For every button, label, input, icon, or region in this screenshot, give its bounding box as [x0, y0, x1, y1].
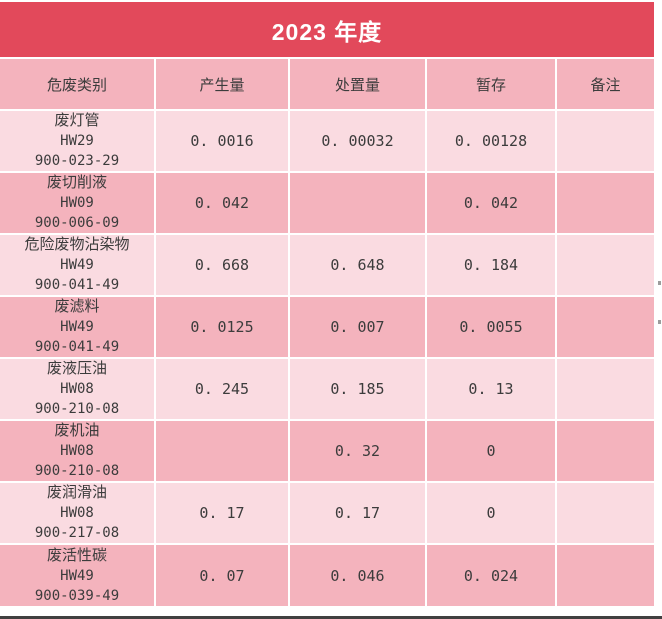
waste-hw-code: HW29 [60, 133, 94, 149]
stored-value: 0 [427, 421, 557, 483]
disposed-value: 0. 32 [290, 421, 427, 483]
stored-value: 0. 13 [427, 359, 557, 421]
stored-value: 0. 042 [427, 173, 557, 235]
waste-hw-code: HW49 [60, 257, 94, 273]
stored-value: 0. 184 [427, 235, 557, 297]
remark-cell [557, 235, 657, 297]
column-header-produced: 产生量 [156, 59, 290, 111]
waste-code: 900-217-08 [34, 525, 120, 541]
produced-value: 0. 0016 [156, 111, 290, 173]
bottom-rule [0, 616, 662, 619]
table-row: 废灯管 HW29 900-023-29 0. 0016 0. 00032 0. … [0, 111, 657, 173]
table-row: 废润滑油 HW08 900-217-08 0. 17 0. 17 0 [0, 483, 657, 545]
waste-name: 废液压油 [46, 360, 107, 377]
waste-name: 废活性碳 [46, 546, 107, 564]
waste-category-cell: 危险废物沾染物 HW49 900-041-49 [0, 235, 156, 297]
waste-category-cell: 废活性碳 HW49 900-039-49 [0, 545, 156, 606]
produced-value: 0. 245 [156, 359, 290, 421]
waste-category-cell: 废润滑油 HW08 900-217-08 [0, 483, 156, 545]
waste-code: 900-039-49 [34, 587, 120, 604]
waste-table: 2023 年度 危废类别 产生量 处置量 暂存 备注 废灯管 HW29 900-… [0, 2, 657, 606]
remark-cell [557, 421, 657, 483]
waste-hw-code: HW09 [60, 195, 94, 211]
waste-hw-code: HW08 [60, 443, 94, 459]
waste-code: 900-041-49 [34, 339, 120, 355]
waste-hw-code: HW08 [60, 381, 94, 397]
stored-value: 0. 00128 [427, 111, 557, 173]
disposed-value: 0. 17 [290, 483, 427, 545]
disposed-value: 0. 185 [290, 359, 427, 421]
waste-table-container: 2023 年度 危废类别 产生量 处置量 暂存 备注 废灯管 HW29 900-… [0, 2, 657, 606]
waste-name: 危险废物沾染物 [24, 236, 130, 253]
edge-mark [658, 320, 661, 324]
column-header-stored: 暂存 [427, 59, 557, 111]
disposed-value: 0. 007 [290, 297, 427, 359]
remark-cell [557, 359, 657, 421]
column-header-remark: 备注 [557, 59, 657, 111]
disposed-value: 0. 648 [290, 235, 427, 297]
waste-name: 废机油 [54, 422, 100, 439]
waste-category-cell: 废切削液 HW09 900-006-09 [0, 173, 156, 235]
remark-cell [557, 483, 657, 545]
table-row: 废液压油 HW08 900-210-08 0. 245 0. 185 0. 13 [0, 359, 657, 421]
table-row: 废滤料 HW49 900-041-49 0. 0125 0. 007 0. 00… [0, 297, 657, 359]
table-header-row: 危废类别 产生量 处置量 暂存 备注 [0, 59, 657, 111]
produced-value: 0. 042 [156, 173, 290, 235]
stored-value: 0. 0055 [427, 297, 557, 359]
waste-code: 900-006-09 [34, 215, 120, 231]
produced-value: 0. 0125 [156, 297, 290, 359]
waste-code: 900-210-08 [34, 463, 120, 479]
waste-name: 废滤料 [54, 298, 100, 315]
remark-cell [557, 297, 657, 359]
table-row: 危险废物沾染物 HW49 900-041-49 0. 668 0. 648 0.… [0, 235, 657, 297]
waste-hw-code: HW49 [60, 567, 94, 584]
waste-category-cell: 废灯管 HW29 900-023-29 [0, 111, 156, 173]
disposed-value [290, 173, 427, 235]
table-row: 废切削液 HW09 900-006-09 0. 042 0. 042 [0, 173, 657, 235]
waste-category-cell: 废液压油 HW08 900-210-08 [0, 359, 156, 421]
stored-value: 0. 024 [427, 545, 557, 606]
title-row: 2023 年度 [0, 2, 657, 59]
remark-cell [557, 545, 657, 606]
stored-value: 0 [427, 483, 557, 545]
edge-mark [658, 281, 661, 285]
disposed-value: 0. 046 [290, 545, 427, 606]
column-header-disposed: 处置量 [290, 59, 427, 111]
waste-hw-code: HW49 [60, 319, 94, 335]
waste-code: 900-210-08 [34, 401, 120, 417]
produced-value: 0. 668 [156, 235, 290, 297]
year-banner: 2023 年度 [0, 2, 657, 59]
disposed-value: 0. 00032 [290, 111, 427, 173]
produced-value [156, 421, 290, 483]
waste-hw-code: HW08 [60, 505, 94, 521]
waste-name: 废切削液 [46, 174, 107, 191]
waste-category-cell: 废机油 HW08 900-210-08 [0, 421, 156, 483]
remark-cell [557, 173, 657, 235]
waste-name: 废灯管 [54, 112, 100, 129]
table-row: 废机油 HW08 900-210-08 0. 32 0 [0, 421, 657, 483]
produced-value: 0. 07 [156, 545, 290, 606]
column-header-category: 危废类别 [0, 59, 156, 111]
waste-name: 废润滑油 [46, 484, 107, 501]
remark-cell [557, 111, 657, 173]
right-margin-strip [656, 0, 662, 616]
waste-code: 900-023-29 [34, 153, 120, 169]
waste-category-cell: 废滤料 HW49 900-041-49 [0, 297, 156, 359]
table-row: 废活性碳 HW49 900-039-49 0. 07 0. 046 0. 024 [0, 545, 657, 606]
produced-value: 0. 17 [156, 483, 290, 545]
waste-code: 900-041-49 [34, 277, 120, 293]
